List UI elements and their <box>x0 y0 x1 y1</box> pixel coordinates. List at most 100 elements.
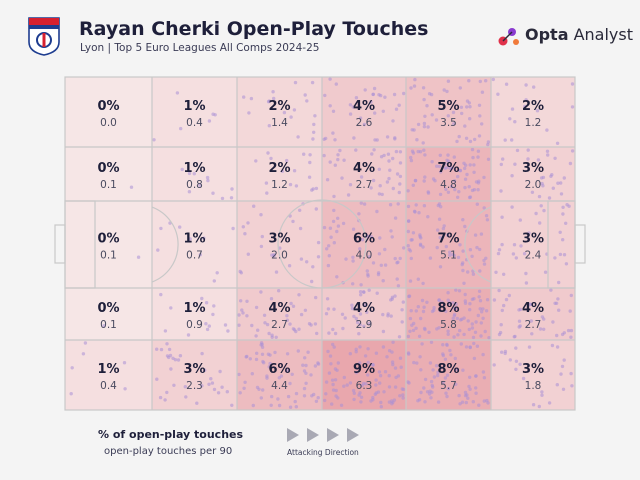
touch-dot <box>496 92 500 96</box>
touch-dot <box>421 281 425 286</box>
touch-dot <box>542 317 546 321</box>
touch-dot <box>419 316 423 321</box>
touch-dot <box>451 252 455 257</box>
touch-dot <box>163 398 167 402</box>
touch-dot <box>366 373 370 377</box>
touch-dot <box>479 334 483 338</box>
touch-dot <box>244 355 248 359</box>
touch-dot <box>530 332 534 336</box>
touch-dot <box>204 322 208 326</box>
touch-dot <box>481 316 485 320</box>
touch-dot <box>330 378 335 382</box>
touch-dot <box>482 175 486 180</box>
touch-dot <box>314 186 319 191</box>
touch-dot <box>223 323 228 327</box>
touch-dot <box>325 297 330 301</box>
touch-dot <box>465 172 469 177</box>
touch-dot <box>467 195 472 200</box>
touch-dot <box>439 170 443 174</box>
touch-dot <box>348 183 353 187</box>
touch-dot <box>292 169 297 173</box>
touch-dot <box>390 350 394 354</box>
touch-dot <box>446 387 451 391</box>
touch-dot <box>378 236 382 240</box>
touch-dot <box>455 367 459 371</box>
touch-dot <box>225 390 229 394</box>
touch-dot <box>360 383 365 388</box>
touch-dot <box>568 309 572 313</box>
legend-per90-label: open-play touches per 90 <box>104 446 233 457</box>
touch-dot <box>440 300 444 304</box>
touch-dot <box>358 247 362 251</box>
touch-dot <box>393 137 397 141</box>
touch-dot <box>422 326 427 331</box>
touch-dot <box>422 97 426 102</box>
touch-dot <box>282 110 287 115</box>
touch-dot <box>445 343 449 347</box>
touch-dot <box>553 156 557 160</box>
touch-dot <box>414 203 418 207</box>
touch-dot <box>369 235 374 239</box>
touch-dot <box>334 388 338 393</box>
touch-dot <box>441 353 445 358</box>
touch-dot <box>211 312 215 317</box>
touch-dot <box>352 314 356 319</box>
touch-dot <box>470 326 475 330</box>
cell-pct-label: 1% <box>183 161 205 176</box>
touch-dot <box>562 358 566 362</box>
touch-dot <box>358 345 362 349</box>
touch-dot <box>474 374 478 378</box>
touch-dot <box>457 134 461 139</box>
cell-pct-label: 3% <box>268 232 290 247</box>
touch-dot <box>294 329 298 334</box>
touch-dot <box>367 321 371 326</box>
touch-dot <box>555 345 560 349</box>
touch-dot <box>448 166 452 170</box>
touch-dot <box>512 335 516 339</box>
touch-dot <box>455 139 459 144</box>
touch-dot <box>367 255 372 259</box>
touch-dot <box>179 126 183 131</box>
touch-dot <box>390 295 395 299</box>
touch-dot <box>417 211 421 215</box>
touch-dot <box>438 235 442 240</box>
touch-dot <box>373 111 377 115</box>
touch-dot <box>538 327 543 331</box>
touch-dot <box>372 86 377 91</box>
touch-dot <box>289 115 293 119</box>
touch-dot <box>406 229 410 234</box>
touch-dot <box>448 253 452 257</box>
touch-dot <box>438 265 443 269</box>
touch-dot <box>397 190 401 195</box>
touch-dot <box>328 226 333 230</box>
touch-dot <box>316 255 321 259</box>
touch-dot <box>508 117 512 121</box>
touch-dot <box>308 153 312 157</box>
touch-dot <box>536 158 541 162</box>
cell-per90-label: 0.0 <box>100 117 117 129</box>
touch-dot <box>556 181 560 185</box>
touch-dot <box>416 305 420 309</box>
touch-dot <box>414 309 418 313</box>
touch-dot <box>560 332 565 337</box>
touch-dot <box>551 320 555 324</box>
touch-dot <box>391 340 395 344</box>
touch-dot <box>502 303 506 308</box>
touch-dot <box>474 386 478 390</box>
touch-dot <box>270 394 274 399</box>
cell-per90-label: 4.0 <box>356 250 373 262</box>
touch-dot <box>371 363 375 367</box>
touch-dot <box>484 214 489 218</box>
touch-dot <box>411 151 416 155</box>
touch-dot <box>537 194 542 199</box>
touch-dot <box>245 299 249 303</box>
touch-dot <box>342 375 346 380</box>
touch-dot <box>302 369 307 373</box>
cell-per90-label: 0.4 <box>100 380 117 392</box>
touch-dot <box>463 299 467 303</box>
touch-dot <box>522 252 527 256</box>
touch-dot <box>456 255 461 260</box>
touch-dot <box>352 391 356 395</box>
touch-dot <box>524 83 528 87</box>
touch-dot <box>356 320 360 325</box>
